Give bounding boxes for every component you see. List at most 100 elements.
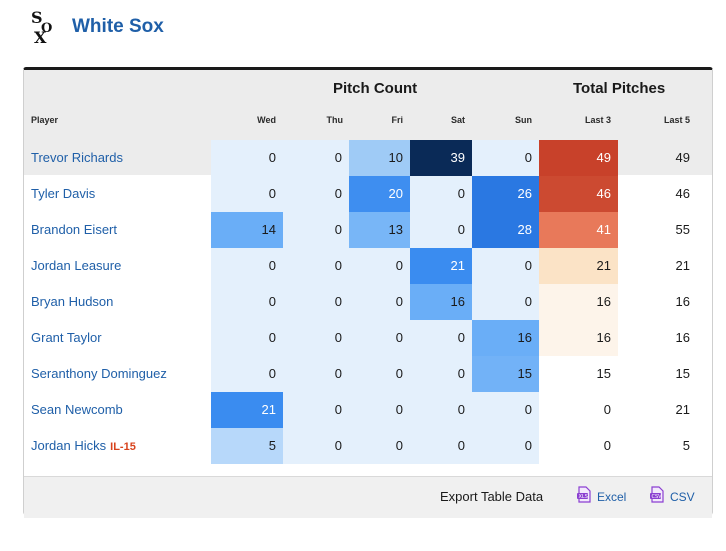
- last5-total-cell: 5: [682, 438, 690, 453]
- pitch-count-cell-sat: 21: [410, 248, 472, 284]
- export-label: Export Table Data: [440, 489, 544, 504]
- pitch-count-cell-wed: 0: [211, 140, 283, 176]
- pitch-count-cell-sat: 39: [410, 140, 472, 176]
- table-row: Trevor Richards 0 0 10 39 0 49 49: [24, 140, 712, 176]
- svg-text:XLS: XLS: [579, 494, 588, 500]
- column-header-sun[interactable]: Sun: [515, 115, 532, 125]
- pitch-count-cell-fri: 13: [349, 212, 410, 248]
- pitch-count-cell-wed: 0: [211, 320, 283, 356]
- last5-total-cell: 55: [675, 222, 690, 237]
- player-name-link[interactable]: Brandon Eisert: [31, 222, 117, 237]
- pitch-count-group-header: Pitch Count: [333, 80, 418, 97]
- export-csv-label: CSV: [670, 490, 695, 504]
- last5-total-cell: 49: [675, 150, 690, 165]
- pitch-count-cell-thu: 0: [283, 176, 349, 212]
- pitch-count-cell-sat: 0: [410, 356, 472, 392]
- svg-text:CSV: CSV: [652, 494, 663, 500]
- pitch-count-cell-wed: 21: [211, 392, 283, 428]
- injury-badge: IL-15: [110, 441, 136, 453]
- pitch-count-cell-sun: 26: [472, 176, 539, 212]
- pitch-count-cell-fri: 0: [349, 428, 410, 464]
- pitch-count-cell-sat: 16: [410, 284, 472, 320]
- team-name[interactable]: White Sox: [72, 16, 164, 37]
- column-header-last3[interactable]: Last 3: [584, 115, 611, 125]
- pitch-count-cell-sun: 16: [472, 320, 539, 356]
- table-row: Jordan Leasure 0 0 0 21 0 21 21: [24, 248, 712, 284]
- total-pitches-group-header: Total Pitches: [573, 80, 666, 97]
- pitch-count-cell-fri: 0: [349, 284, 410, 320]
- pitch-count-cell-sat: 0: [410, 212, 472, 248]
- pitch-count-cell-sat: 0: [410, 428, 472, 464]
- pitch-count-cell-wed: 14: [211, 212, 283, 248]
- pitch-count-cell-fri: 0: [349, 392, 410, 428]
- pitch-count-cell-wed: 0: [211, 248, 283, 284]
- pitch-count-cell-thu: 0: [283, 392, 349, 428]
- last3-total-cell: 49: [539, 140, 618, 176]
- player-name-link[interactable]: Jordan Leasure: [31, 258, 122, 273]
- table-row: Sean Newcomb 21 0 0 0 0 0 21: [24, 392, 712, 428]
- column-header-player[interactable]: Player: [31, 115, 59, 125]
- pitch-count-cell-thu: 0: [283, 140, 349, 176]
- pitch-count-cell-thu: 0: [283, 212, 349, 248]
- table-row: Bryan Hudson 0 0 0 16 0 16 16: [24, 284, 712, 320]
- export-excel-label: Excel: [597, 490, 627, 504]
- pitch-count-cell-thu: 0: [283, 428, 349, 464]
- table-row: Seranthony Dominguez 0 0 0 0 15 15 15: [24, 356, 712, 392]
- pitch-count-cell-sat: 0: [410, 392, 472, 428]
- player-name-link[interactable]: Jordan Hicks: [31, 438, 107, 453]
- last5-total-cell: 15: [675, 366, 690, 381]
- pitch-count-cell-sun: 0: [472, 248, 539, 284]
- pitch-count-cell-sun: 0: [472, 428, 539, 464]
- pitch-count-cell-thu: 0: [283, 320, 349, 356]
- player-name-link[interactable]: Seranthony Dominguez: [31, 366, 167, 381]
- export-csv-button[interactable]: CSV CSV: [649, 486, 695, 506]
- column-header-wed[interactable]: Wed: [257, 115, 276, 125]
- svg-text:O: O: [41, 21, 52, 36]
- pitch-count-cell-sat: 0: [410, 320, 472, 356]
- column-header-sat[interactable]: Sat: [450, 115, 465, 125]
- player-name-link[interactable]: Sean Newcomb: [31, 402, 123, 417]
- pitch-count-cell-fri: 0: [349, 320, 410, 356]
- last3-total-cell: 21: [539, 248, 618, 284]
- last5-total-cell: 21: [675, 402, 690, 417]
- column-header-thu[interactable]: Thu: [326, 115, 344, 125]
- player-name-link[interactable]: Trevor Richards: [31, 150, 123, 165]
- table-row: Jordan Hicks IL-15 5 0 0 0 0 0 5: [24, 428, 712, 464]
- last5-total-cell: 16: [675, 294, 690, 309]
- pitch-count-cell-sun: 28: [472, 212, 539, 248]
- pitch-count-cell-wed: 0: [211, 284, 283, 320]
- pitch-count-cell-thu: 0: [283, 356, 349, 392]
- team-header: S O X White Sox: [26, 6, 164, 48]
- player-name-link[interactable]: Tyler Davis: [31, 186, 96, 201]
- pitch-count-cell-wed: 5: [211, 428, 283, 464]
- pitch-count-cell-sat: 0: [410, 176, 472, 212]
- excel-file-icon: XLS: [576, 486, 592, 508]
- table-row: Grant Taylor 0 0 0 0 16 16 16: [24, 320, 712, 356]
- svg-text:S: S: [31, 8, 43, 27]
- pitch-count-cell-sun: 15: [472, 356, 539, 392]
- pitch-count-cell-thu: 0: [283, 248, 349, 284]
- pitch-count-cell-thu: 0: [283, 284, 349, 320]
- pitch-count-table: Pitch Count Total Pitches Player Wed Thu…: [23, 67, 713, 518]
- pitch-count-cell-wed: 0: [211, 356, 283, 392]
- pitch-count-cell-fri: 20: [349, 176, 410, 212]
- column-header-last5[interactable]: Last 5: [663, 115, 690, 125]
- last3-total-cell: 16: [539, 284, 618, 320]
- white-sox-logo-icon: S O X: [26, 7, 60, 47]
- pitch-count-cell-sun: 0: [472, 284, 539, 320]
- last5-total-cell: 46: [675, 186, 690, 201]
- player-name-link[interactable]: Bryan Hudson: [31, 294, 114, 309]
- last3-total-cell: 0: [539, 428, 618, 464]
- last3-total-cell: 16: [539, 320, 618, 356]
- svg-text:X: X: [34, 28, 47, 46]
- last3-total-cell: 0: [539, 392, 618, 428]
- player-name-link[interactable]: Grant Taylor: [31, 330, 102, 345]
- pitch-count-cell-sun: 0: [472, 392, 539, 428]
- export-bar: Export Table Data XLS Excel CSV CSV: [24, 476, 712, 518]
- pitch-count-cell-fri: 0: [349, 356, 410, 392]
- export-excel-button[interactable]: XLS Excel: [576, 486, 627, 508]
- table-row: Brandon Eisert 14 0 13 0 28 41 55: [24, 212, 712, 248]
- column-header-fri[interactable]: Fri: [391, 115, 403, 125]
- pitch-count-cell-wed: 0: [211, 176, 283, 212]
- last5-total-cell: 16: [675, 330, 690, 345]
